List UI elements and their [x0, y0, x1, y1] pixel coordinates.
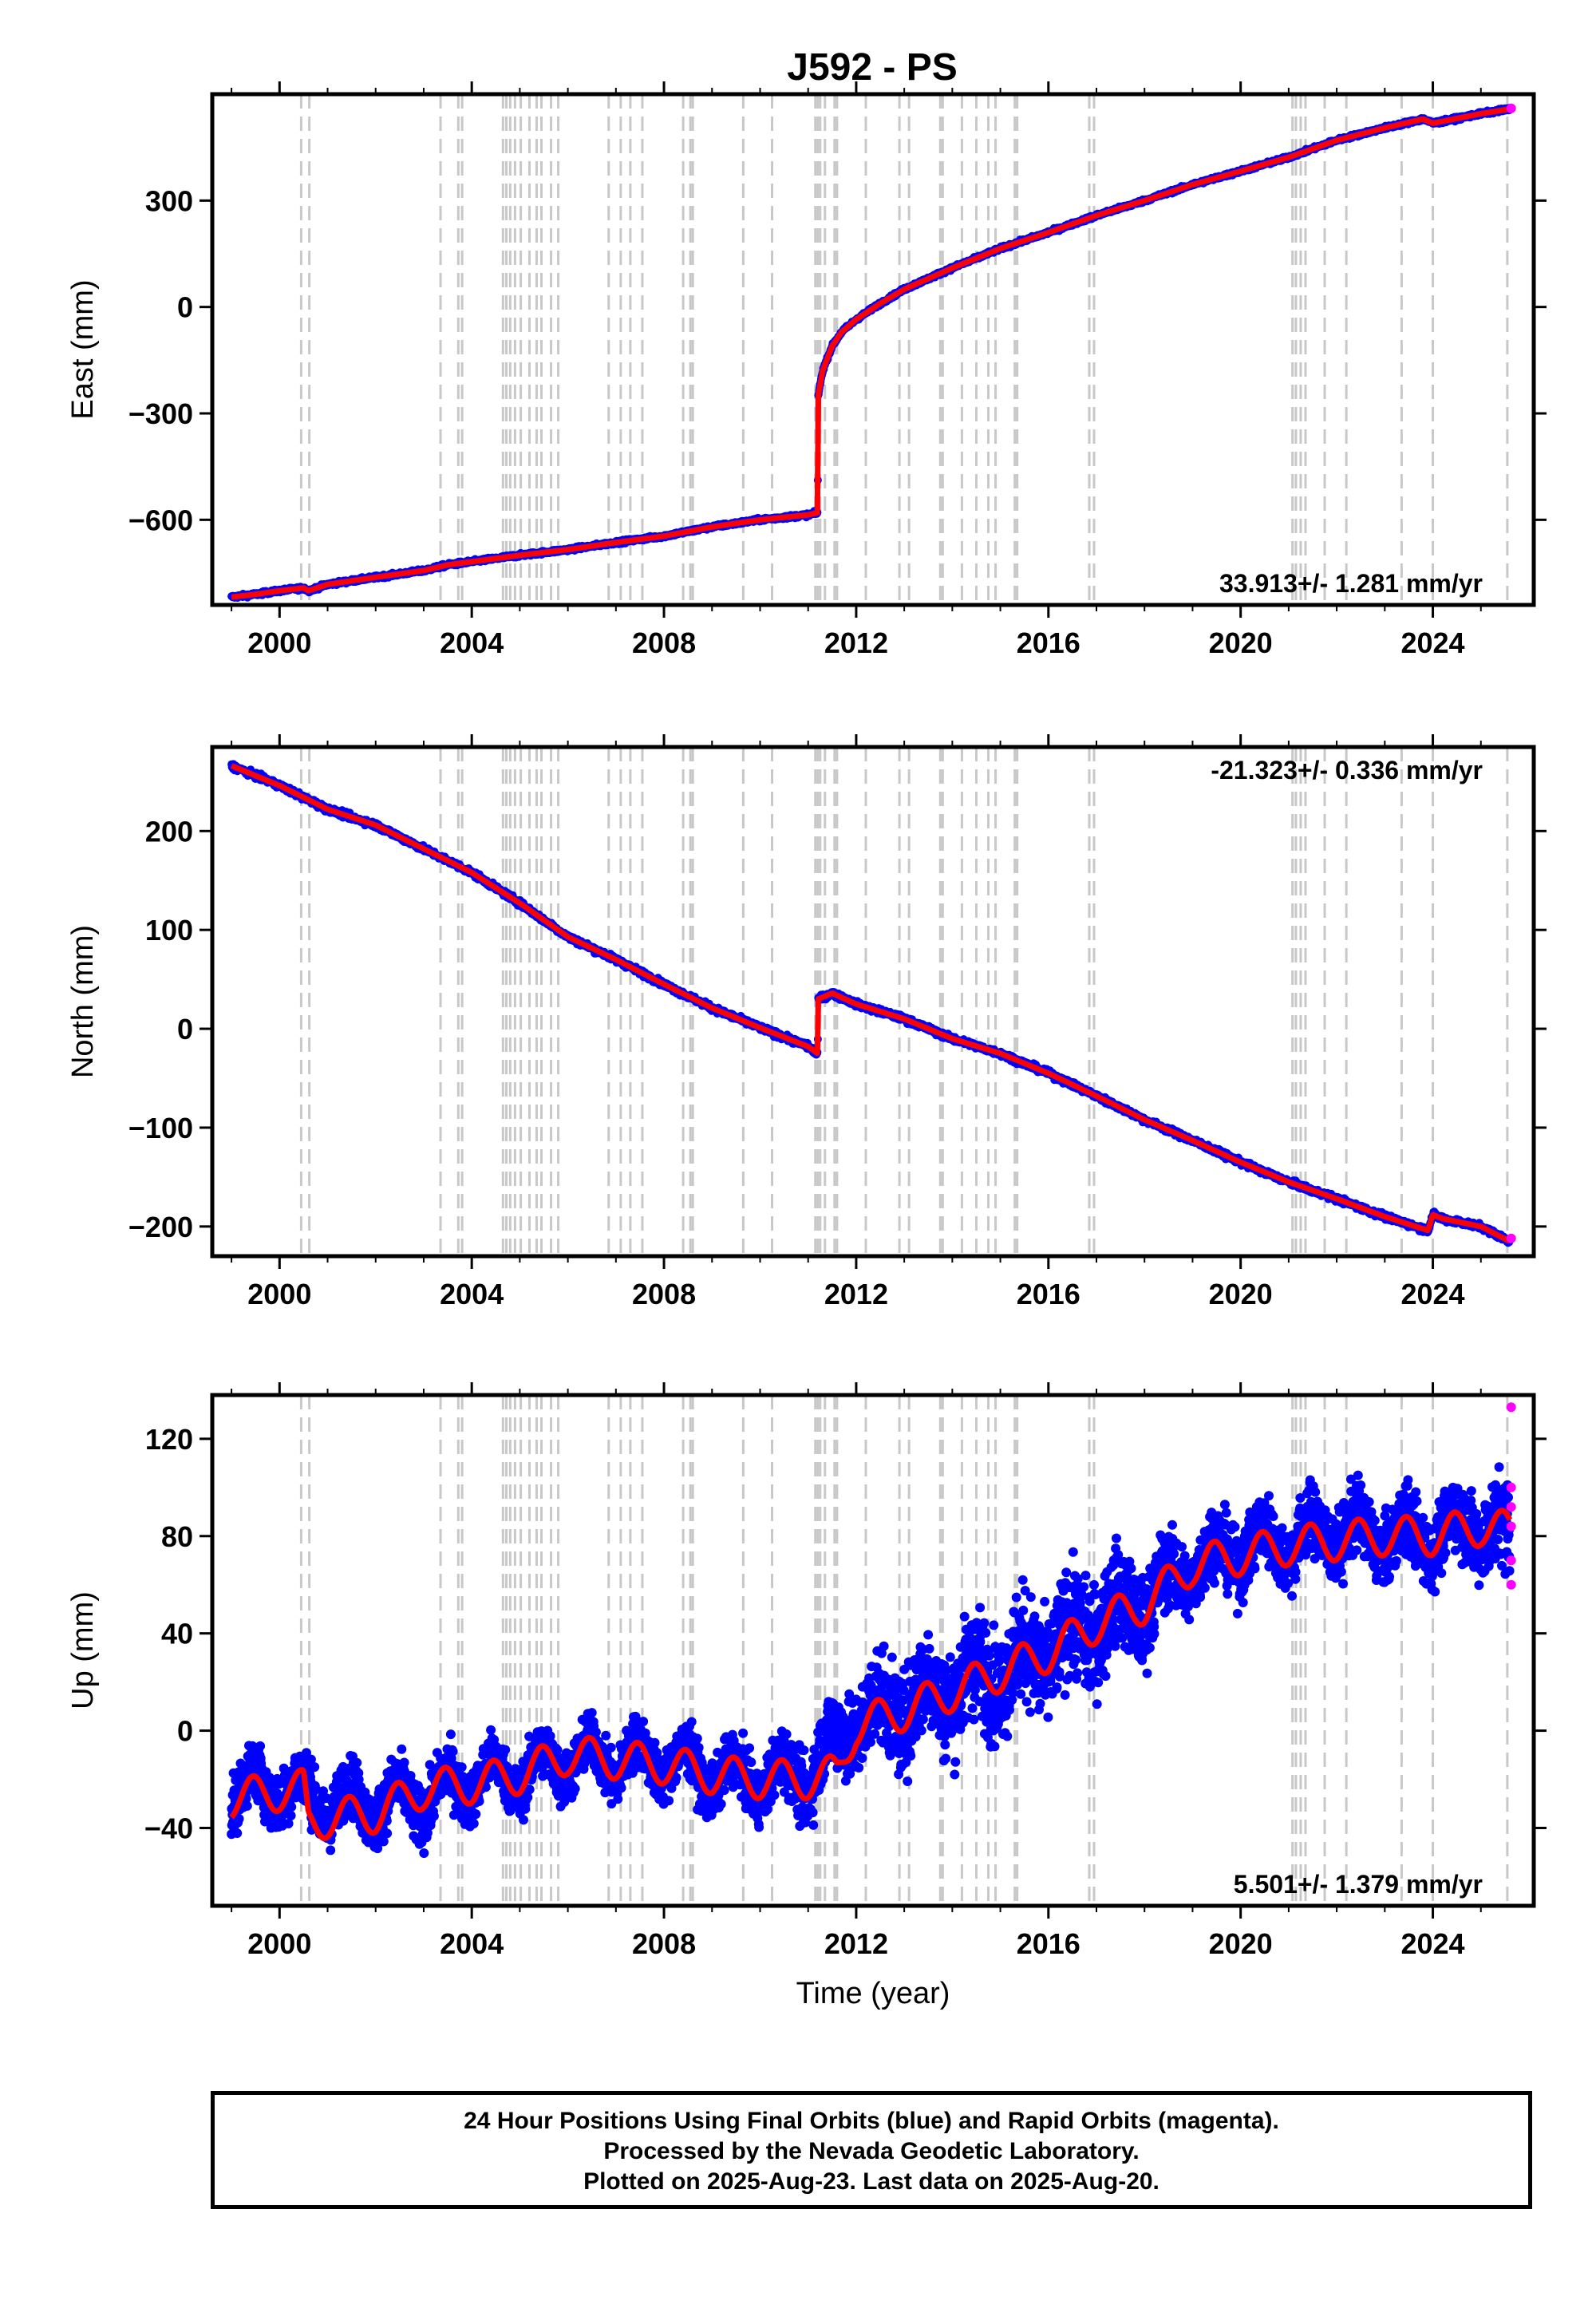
plot-area: [227, 103, 1516, 603]
model-line: [229, 106, 1512, 600]
panel-1: 2000 2004 2008 2012 2016 2020 2024−200−1000100…: [66, 734, 1547, 1310]
event-lines: [299, 747, 1509, 1256]
x-tick-label: 2020: [1209, 626, 1273, 659]
x-tick-label: 2012: [824, 626, 888, 659]
rate-label: 33.913+/- 1.281 mm/yr: [1219, 569, 1483, 598]
x-tick-label: 2016: [1017, 626, 1080, 659]
y-tick-label: −300: [128, 397, 193, 430]
final-orbit-points: [227, 104, 1514, 603]
figure-title: J592 - PS: [787, 46, 957, 89]
x-tick-label: 2024: [1400, 626, 1464, 659]
rapid-orbit-points: [1506, 103, 1516, 113]
y-axis-label: East (mm): [66, 279, 100, 419]
y-tick-label: 300: [145, 184, 193, 217]
panel-0: 2000 2004 2008 2012 2016 2020 2024 −600 −300 0 300…: [66, 81, 1547, 659]
rapid-data-point: [1506, 103, 1516, 113]
x-tick-label: 2000: [247, 626, 311, 659]
final-orbit-points: [227, 760, 1514, 1247]
x-tick-label: 2008: [632, 626, 696, 659]
plot-frame: [210, 92, 1536, 607]
plot-area: [227, 760, 1516, 1247]
y-tick-label: −600: [128, 504, 193, 536]
event-lines: [299, 94, 1509, 605]
x-tick-label: 2004: [440, 626, 504, 659]
y-tick-label: 0: [177, 291, 193, 324]
